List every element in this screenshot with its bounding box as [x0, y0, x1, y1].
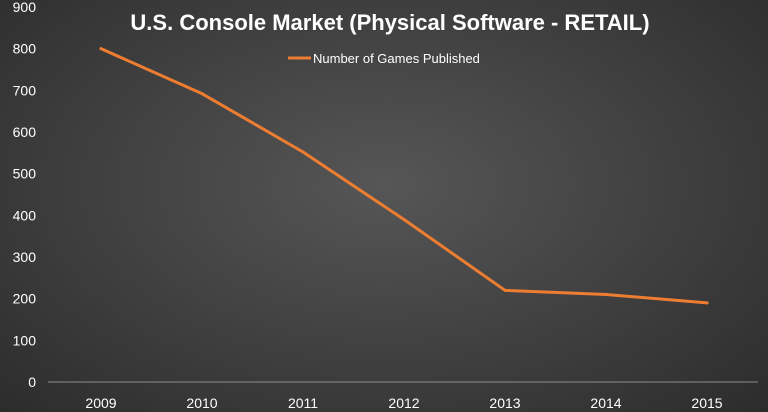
x-axis-ticks: 2009 2010 2011 2012 2013 2014 2015 [85, 395, 722, 411]
legend: Number of Games Published [288, 51, 480, 66]
y-tick-label: 900 [13, 0, 37, 15]
x-tick-label: 2012 [388, 395, 419, 411]
y-tick-label: 700 [13, 82, 37, 98]
data-point [301, 150, 305, 154]
legend-label: Number of Games Published [313, 51, 480, 66]
x-tick-label: 2010 [186, 395, 217, 411]
x-tick-label: 2011 [288, 395, 318, 411]
y-tick-label: 300 [13, 249, 37, 265]
data-point [705, 301, 709, 305]
data-point [200, 92, 204, 96]
y-tick-label: 200 [13, 291, 37, 307]
y-tick-label: 800 [13, 41, 37, 57]
y-tick-label: 600 [13, 124, 37, 140]
data-point [503, 288, 507, 292]
y-tick-label: 100 [13, 332, 37, 348]
x-tick-label: 2013 [489, 395, 520, 411]
chart-title: U.S. Console Market (Physical Software -… [130, 10, 649, 35]
x-tick-label: 2015 [691, 395, 722, 411]
y-axis-ticks: 0 100 200 300 400 500 600 700 800 900 [13, 0, 37, 390]
series-line [99, 47, 709, 305]
data-point [99, 47, 103, 51]
data-point [402, 218, 406, 221]
x-tick-label: 2014 [590, 395, 621, 411]
y-tick-label: 0 [28, 374, 36, 390]
data-point [604, 293, 608, 296]
x-tick-label: 2009 [85, 395, 116, 411]
y-tick-label: 400 [13, 207, 37, 223]
plot-area [99, 47, 709, 305]
y-tick-label: 500 [13, 166, 37, 182]
